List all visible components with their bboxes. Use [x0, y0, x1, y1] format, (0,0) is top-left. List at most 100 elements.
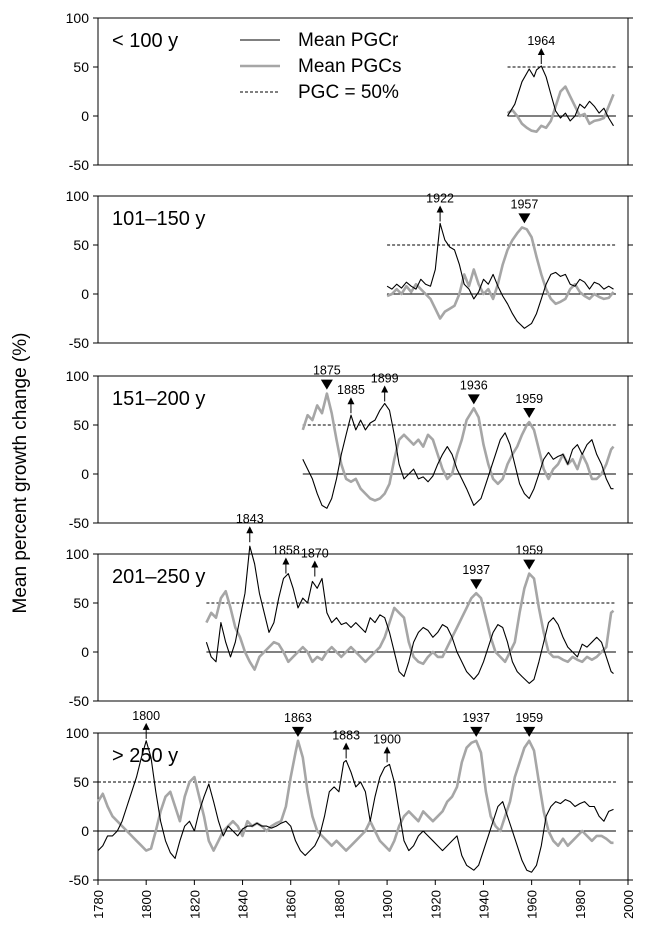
panel-frame	[97, 17, 629, 166]
release-arrow-head	[246, 526, 254, 534]
legend: Mean PGCr Mean PGCs PGC = 50%	[240, 30, 401, 103]
panel-label: < 100 y	[112, 30, 178, 52]
series-pgcs-line	[96, 739, 614, 852]
release-year-label: 1900	[373, 732, 401, 746]
suppression-year-label: 1957	[511, 197, 539, 211]
release-arrow-head	[311, 560, 319, 568]
y-tick-label: 50	[73, 59, 89, 75]
x-tick-label: 2000	[621, 890, 636, 919]
release-year-label: 1870	[301, 547, 329, 561]
release-arrow-head	[436, 205, 444, 213]
y-tick-label: 50	[73, 237, 89, 253]
y-tick-label: 50	[73, 774, 89, 790]
suppression-marker	[523, 408, 536, 419]
series-pgcr-line	[97, 740, 614, 873]
release-year-label: 1843	[236, 512, 264, 526]
panel-frame	[97, 732, 629, 881]
y-tick-label: 50	[73, 417, 89, 433]
series-pgcr-line	[205, 545, 614, 684]
y-tick-label: 0	[81, 644, 89, 660]
series-pgcs-line	[205, 572, 615, 671]
legend-label: PGC = 50%	[298, 82, 399, 103]
x-tick-label: 1840	[236, 890, 251, 919]
suppression-marker	[523, 559, 536, 570]
release-arrow-head	[342, 742, 350, 750]
panel-frame	[97, 195, 629, 344]
suppression-year-label: 1936	[460, 378, 488, 392]
x-tick-label: 1820	[187, 890, 202, 919]
suppression-year-label: 1959	[515, 711, 543, 725]
y-tick-label: 0	[81, 466, 89, 482]
panel-label: 151–200 y	[112, 388, 205, 410]
y-tick-label: 50	[73, 595, 89, 611]
y-tick-label: 0	[81, 108, 89, 124]
x-tick-label: 1900	[380, 890, 395, 919]
y-tick-label: 0	[81, 823, 89, 839]
suppression-year-label: 1937	[462, 711, 490, 725]
series-pgcs-line	[301, 392, 615, 502]
suppression-marker	[518, 213, 531, 224]
panel-4: -50 0 50 100 201–250 y 1843 1858 1870 1937 1959	[66, 512, 633, 709]
release-arrow-head	[383, 746, 391, 754]
y-tick-label: 0	[81, 286, 89, 302]
release-year-label: 1858	[272, 544, 300, 558]
x-tick-label: 1920	[428, 890, 443, 919]
x-tick-label: 1980	[573, 890, 588, 919]
x-tick-label: 1960	[525, 890, 540, 919]
panel-5: -50 0 50 100 > 250 y 1800 1883 1900 1863 1937 1959	[66, 709, 633, 888]
x-tick-label: 1880	[332, 890, 347, 919]
panel-2: -50 0 50 100 101–150 y 1922 1957	[66, 188, 633, 351]
panel-label: 101–150 y	[112, 208, 205, 230]
y-tick-label: 100	[66, 188, 90, 204]
release-arrow-head	[537, 48, 545, 56]
release-year-label: 1885	[337, 383, 365, 397]
x-tick-label: 1940	[476, 890, 491, 919]
suppression-year-label: 1863	[284, 711, 312, 725]
release-year-label: 1964	[527, 34, 555, 48]
suppression-year-label: 1937	[462, 563, 490, 577]
suppression-marker	[470, 726, 483, 737]
x-tick-label: 1860	[284, 890, 299, 919]
suppression-marker	[467, 394, 480, 405]
suppression-marker	[291, 726, 304, 737]
panel-frame	[97, 553, 629, 702]
release-arrow-head	[142, 722, 150, 730]
panel-frame	[97, 375, 629, 524]
series-pgcr-line	[302, 402, 614, 509]
suppression-year-label: 1959	[515, 544, 543, 558]
y-axis-label: Mean percent growth change (%)	[10, 333, 31, 614]
legend-label: Mean PGCr	[298, 30, 399, 51]
series-pgcs-line	[386, 226, 615, 320]
y-tick-label: 100	[66, 546, 90, 562]
release-arrow-head	[282, 557, 290, 565]
y-tick-label: -50	[69, 335, 89, 351]
series-pgcr-line	[386, 222, 614, 329]
release-arrow-head	[347, 397, 355, 405]
suppression-year-label: 1875	[313, 364, 341, 378]
y-tick-label: -50	[69, 157, 89, 173]
suppression-marker	[523, 726, 536, 737]
y-tick-label: 100	[66, 725, 90, 741]
y-tick-label: -50	[69, 515, 89, 531]
panel-3: -50 0 50 100 151–200 y 1885 1899 1875 1936 1959	[66, 364, 633, 531]
series-pgcr-line	[507, 65, 614, 127]
chart-panels: -50 0 50 100 < 100 y 1964 Mean PGCr Mean PGCs PG…	[66, 10, 633, 888]
panel-label: 201–250 y	[112, 566, 205, 588]
y-tick-label: -50	[69, 872, 89, 888]
legend-label: Mean PGCs	[298, 56, 401, 77]
suppression-year-label: 1959	[515, 392, 543, 406]
x-tick-label: 1780	[91, 890, 106, 919]
suppression-marker	[320, 379, 333, 390]
panel-label: > 250 y	[112, 745, 178, 767]
release-year-label: 1922	[426, 191, 454, 205]
release-arrow-head	[381, 385, 389, 393]
y-tick-label: -50	[69, 693, 89, 709]
release-year-label: 1883	[332, 728, 360, 742]
suppression-marker	[470, 579, 483, 590]
y-tick-label: 100	[66, 10, 90, 26]
panel-1: -50 0 50 100 < 100 y 1964 Mean PGCr Mean PGCs PG…	[66, 10, 633, 173]
x-tick-label: 1800	[139, 890, 154, 919]
x-axis: 1780 1800 1820 1840 1860 1880 1900 1920 1940 1960…	[91, 880, 636, 919]
series-pgcs-line	[506, 85, 615, 133]
